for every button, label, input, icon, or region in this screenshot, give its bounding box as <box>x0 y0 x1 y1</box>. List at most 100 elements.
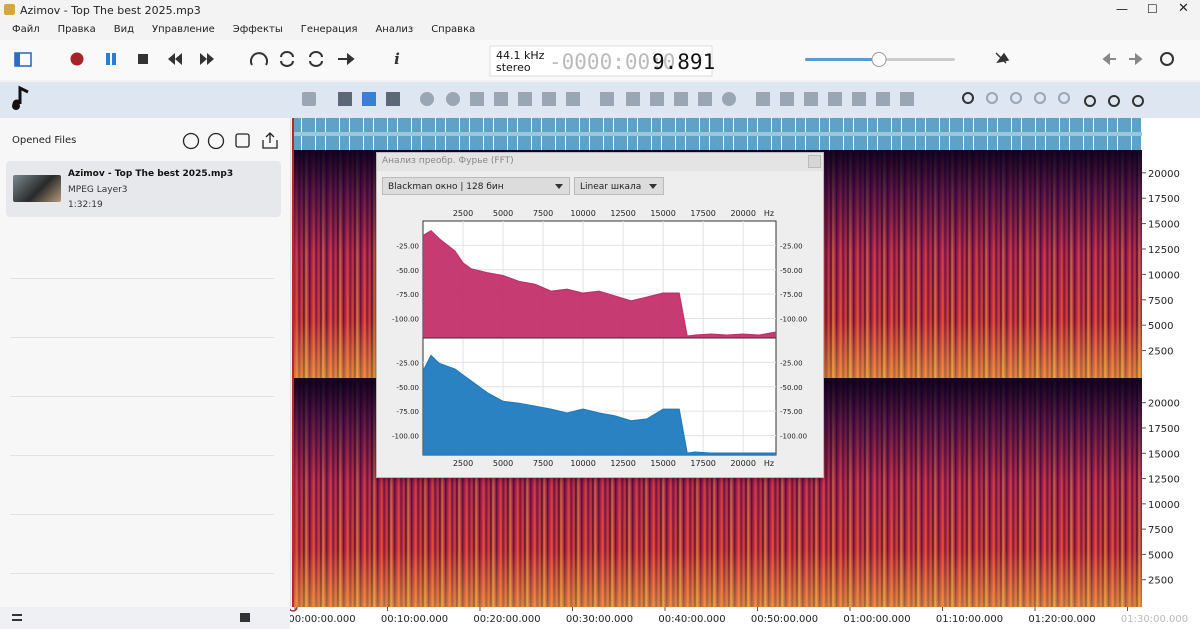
playhead-handle[interactable] <box>288 602 298 612</box>
tool-save[interactable] <box>302 92 316 106</box>
tool-1[interactable] <box>600 92 614 106</box>
tool-spectrum[interactable] <box>362 92 376 106</box>
time-tick-label: 01:10:00.000 <box>936 614 1003 625</box>
record[interactable] <box>70 52 84 66</box>
mute[interactable] <box>995 52 1010 64</box>
title-bar: Azimov - Top The best 2025.mp3 — ☐ ✕ <box>0 0 1200 20</box>
window-select[interactable]: Blackman окно | 128 бин <box>382 177 570 195</box>
x-unit-top: Hz <box>764 209 774 218</box>
export[interactable] <box>262 132 278 149</box>
x-tick-label-bottom: 17500 <box>690 459 715 468</box>
zoom-all[interactable] <box>1058 92 1070 104</box>
tool-11[interactable] <box>852 92 866 106</box>
menu-item[interactable]: Справка <box>431 24 476 35</box>
vzoom-fit[interactable] <box>1132 95 1144 107</box>
tool-7[interactable] <box>756 92 770 106</box>
maximize[interactable]: ☐ <box>1147 2 1158 16</box>
x-tick-label-top: 5000 <box>493 209 513 218</box>
time-display <box>489 45 713 77</box>
menu-item[interactable]: Генерация <box>300 24 358 35</box>
pause[interactable] <box>106 53 110 65</box>
x-tick-label-top: 7500 <box>533 209 553 218</box>
tool-2[interactable] <box>626 92 640 106</box>
add-file[interactable] <box>207 132 225 150</box>
channels: stereo <box>496 61 531 74</box>
file-item[interactable]: Azimov - Top The best 2025.mp3 MPEG Laye… <box>6 161 281 217</box>
y-tick-label-left: -50.00 <box>396 384 419 392</box>
tool-5[interactable] <box>698 92 712 106</box>
freq-tick-label: 17500 <box>1148 194 1180 205</box>
fft-dialog: Анализ преобр. Фурье (FFT) Blackman окно… <box>376 152 824 478</box>
edit-toolbar <box>0 82 1200 118</box>
tool-copy[interactable] <box>494 92 508 106</box>
y-tick-label-right: -75.00 <box>780 291 803 299</box>
vzoom-out[interactable] <box>1108 95 1120 107</box>
follow[interactable] <box>338 52 355 66</box>
menu-item[interactable]: Анализ <box>375 24 414 35</box>
y-tick-label-right: -100.00 <box>780 433 807 441</box>
sidebar: Opened Files Azimov - Top The best 2025.… <box>0 118 291 607</box>
zoom-out[interactable] <box>986 92 998 104</box>
menu-item[interactable]: Правка <box>57 24 96 35</box>
tool-8[interactable] <box>780 92 794 106</box>
divider <box>10 337 274 338</box>
grid-view[interactable] <box>240 613 250 622</box>
y-tick-label-left: -75.00 <box>396 408 419 416</box>
rewind[interactable] <box>168 53 182 65</box>
filter[interactable] <box>182 132 200 150</box>
minimize[interactable]: — <box>1116 2 1128 16</box>
tool-undo[interactable] <box>420 92 434 106</box>
dialog-close[interactable] <box>808 155 821 168</box>
tool-9[interactable] <box>804 92 818 106</box>
tool-cut[interactable] <box>470 92 484 106</box>
stop[interactable] <box>138 54 148 64</box>
history[interactable] <box>1160 52 1174 66</box>
app-logo <box>12 85 29 105</box>
scale-select[interactable]: Linear шкала <box>574 177 664 195</box>
x-tick-label-bottom: 10000 <box>570 459 595 468</box>
tool-10[interactable] <box>828 92 842 106</box>
tool-spectrogram[interactable] <box>386 92 400 106</box>
tool-4[interactable] <box>674 92 688 106</box>
list-view[interactable] <box>12 614 22 621</box>
tool-crop[interactable] <box>566 92 580 106</box>
menu-item[interactable]: Файл <box>12 24 40 35</box>
tool-6[interactable] <box>722 92 736 106</box>
tool-12[interactable] <box>876 92 890 106</box>
x-tick-label-top: 10000 <box>570 209 595 218</box>
info-button[interactable]: i <box>394 50 400 68</box>
speed[interactable] <box>250 52 268 66</box>
zoom-fit[interactable] <box>1010 92 1022 104</box>
loop[interactable] <box>280 51 294 67</box>
vzoom-in[interactable] <box>1084 95 1096 107</box>
zoom-in[interactable] <box>962 92 974 104</box>
sidebar-actions <box>182 132 278 150</box>
duplicate[interactable] <box>235 133 250 148</box>
freq-tick-label: 10000 <box>1148 270 1180 281</box>
volume-knob[interactable] <box>871 52 887 67</box>
time-tick-label: 00:40:00.000 <box>658 614 725 625</box>
menu-item[interactable]: Управление <box>151 24 215 35</box>
back[interactable] <box>1102 52 1116 66</box>
freq-tick-label: 7500 <box>1148 525 1173 536</box>
tool-redo[interactable] <box>446 92 460 106</box>
tool-13[interactable] <box>900 92 914 106</box>
x-tick-label-top: 20000 <box>730 209 755 218</box>
forward[interactable] <box>1129 52 1143 66</box>
edit-icons <box>12 85 1144 110</box>
menu-item[interactable]: Эффекты <box>232 24 283 35</box>
menu-item[interactable]: Вид <box>113 24 134 35</box>
tool-3[interactable] <box>650 92 664 106</box>
y-tick-label-left: -25.00 <box>396 359 419 367</box>
zoom-sel[interactable] <box>1034 92 1046 104</box>
y-tick-label-left: -75.00 <box>396 291 419 299</box>
tool-waveform[interactable] <box>338 92 352 106</box>
close[interactable]: ✕ <box>1178 1 1189 16</box>
loop-selection[interactable] <box>309 51 323 67</box>
tool-delete[interactable] <box>542 92 556 106</box>
overview-center <box>292 132 1142 136</box>
tool-paste[interactable] <box>518 92 532 106</box>
fast-forward[interactable] <box>200 53 214 65</box>
file-name: Azimov - Top The best 2025.mp3 <box>68 169 234 179</box>
